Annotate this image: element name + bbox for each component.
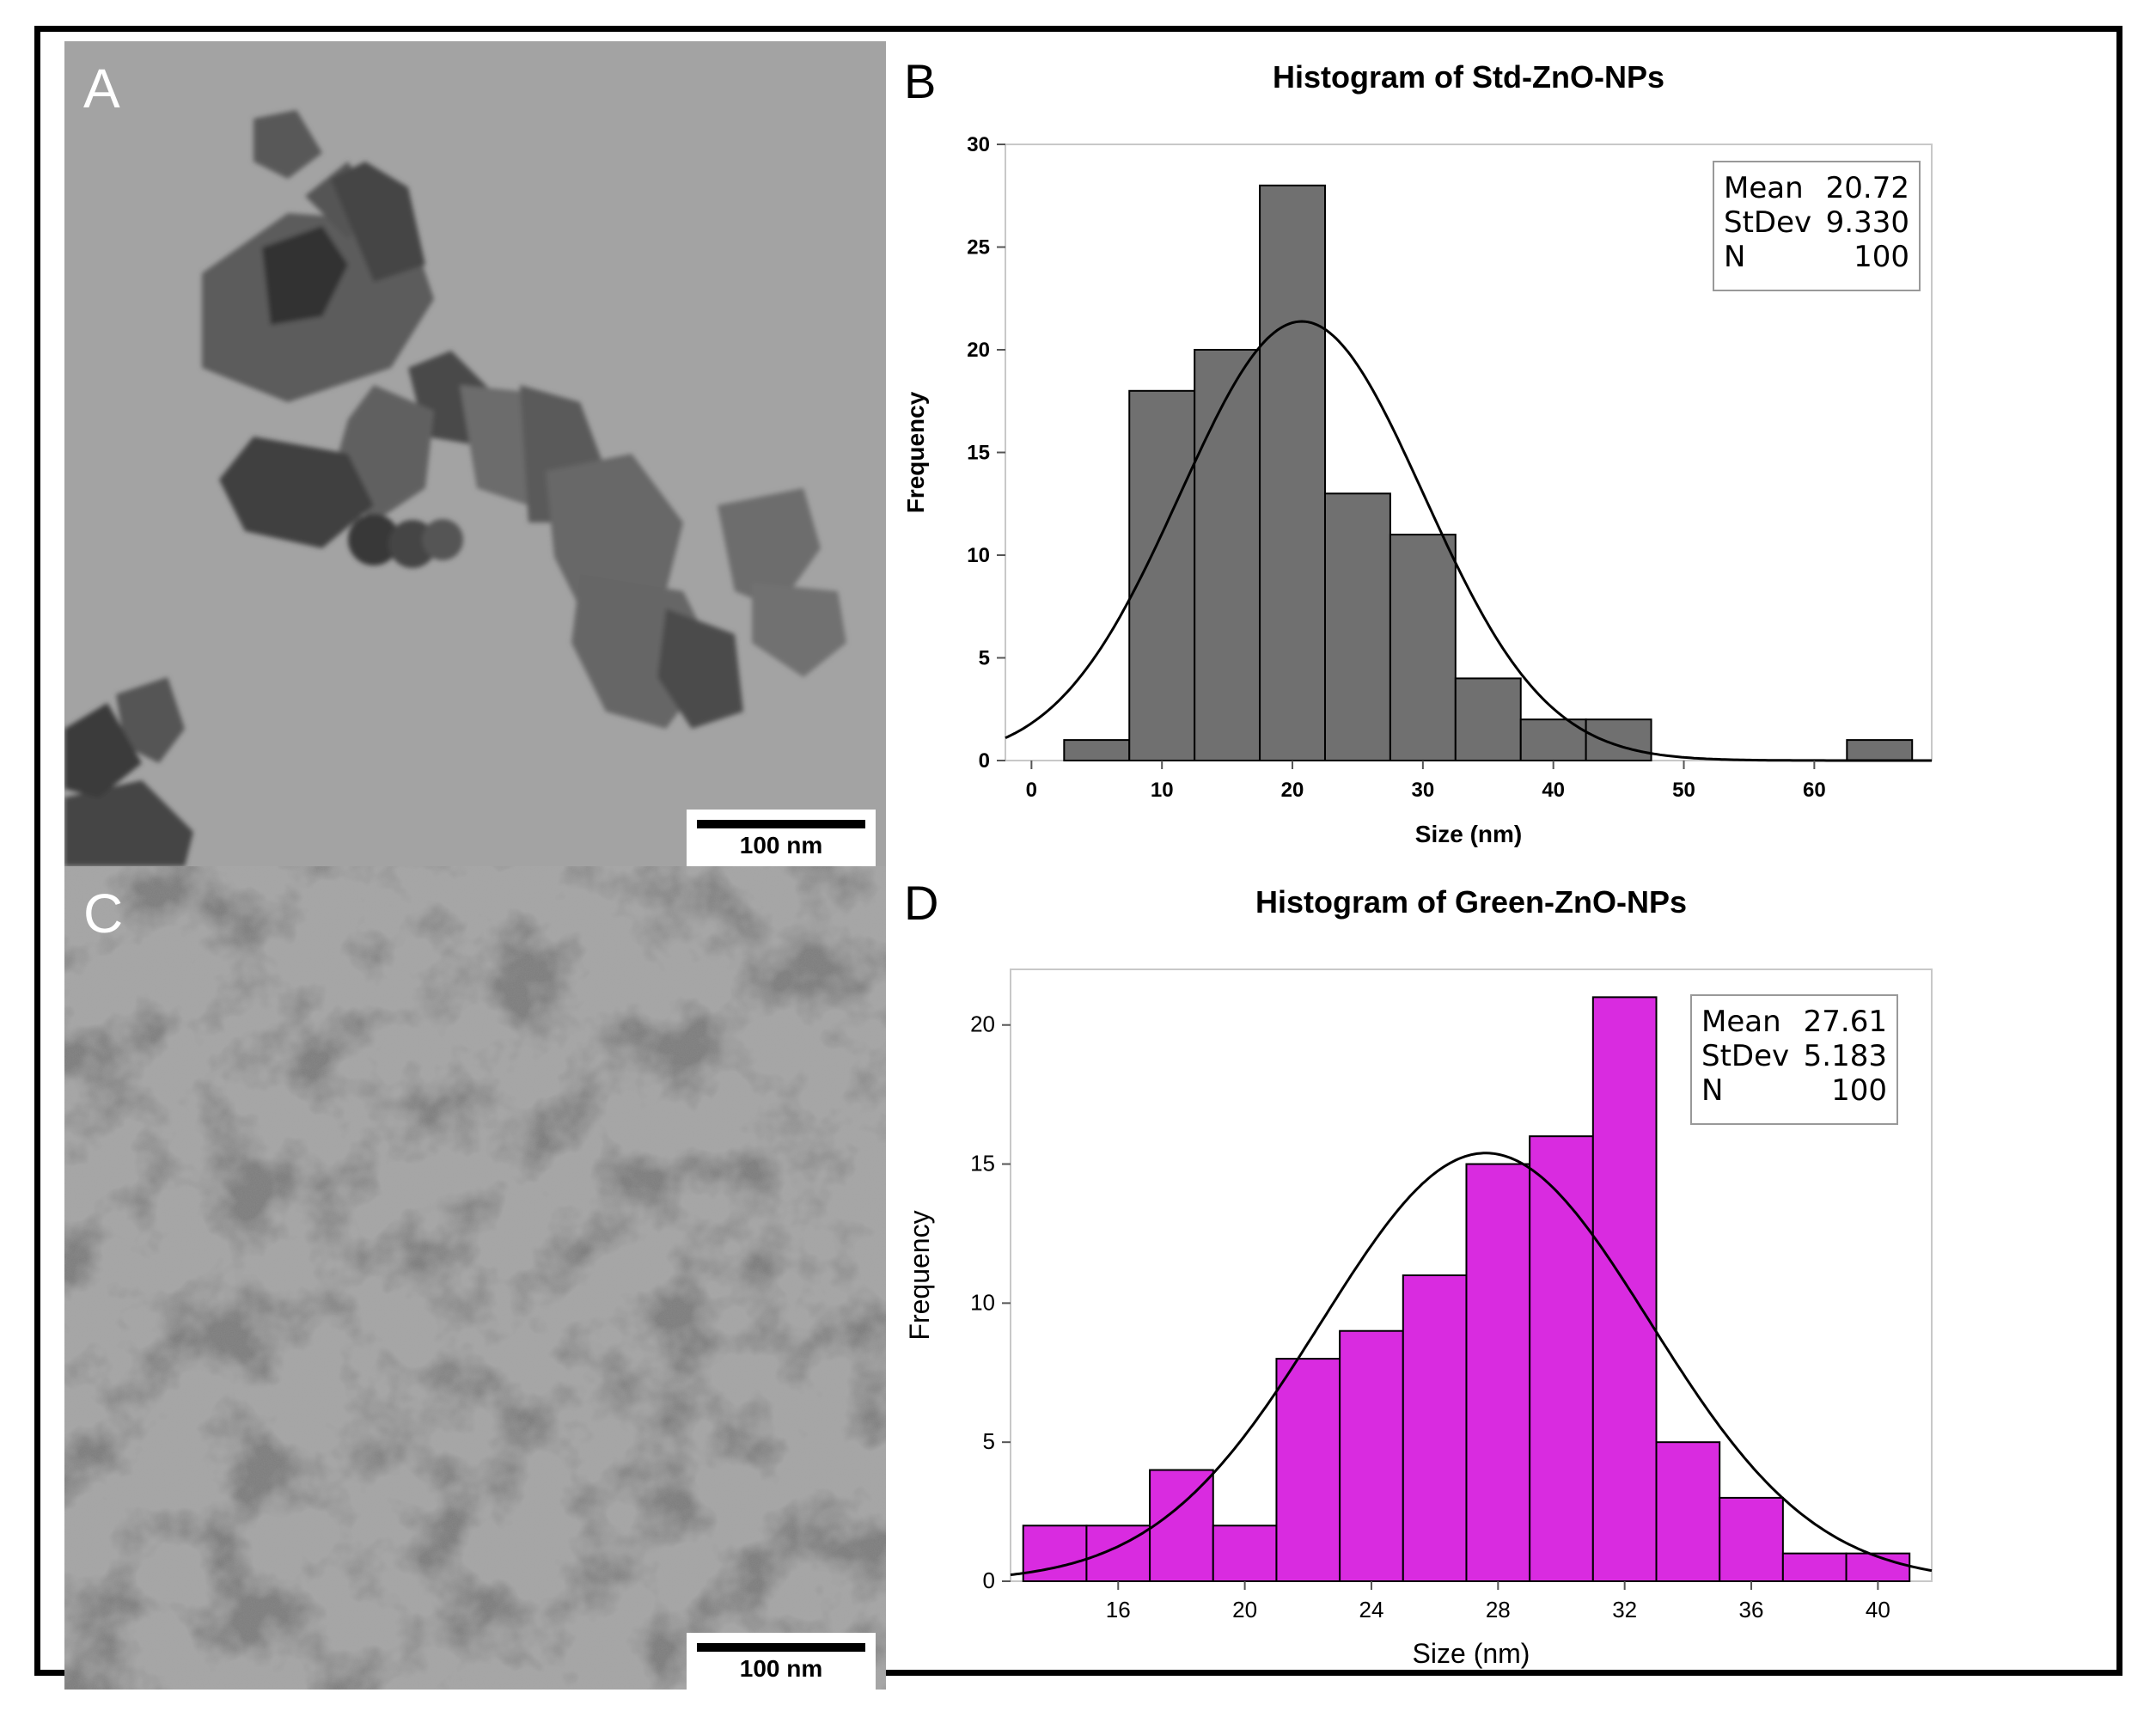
scale-bar-label: 100 nm: [739, 1655, 823, 1682]
panel-letter-b: B: [904, 54, 937, 108]
scale-bar-line: [697, 1643, 865, 1652]
scale-bar-c: 100 nm: [687, 1633, 876, 1690]
tem-micrograph-c: [64, 866, 886, 1690]
tem-image-c: C 100 nm: [64, 866, 886, 1690]
panel-letter-a: A: [83, 58, 120, 119]
scale-bar-label: 100 nm: [739, 832, 823, 859]
scale-bar-a: 100 nm: [687, 810, 876, 866]
panel-letter-d: D: [904, 876, 939, 930]
scale-bar-line: [697, 820, 865, 828]
panel-letter-c: C: [83, 883, 124, 944]
tem-image-a: A 100 nm: [64, 41, 886, 866]
tem-micrograph-a: [64, 41, 886, 866]
